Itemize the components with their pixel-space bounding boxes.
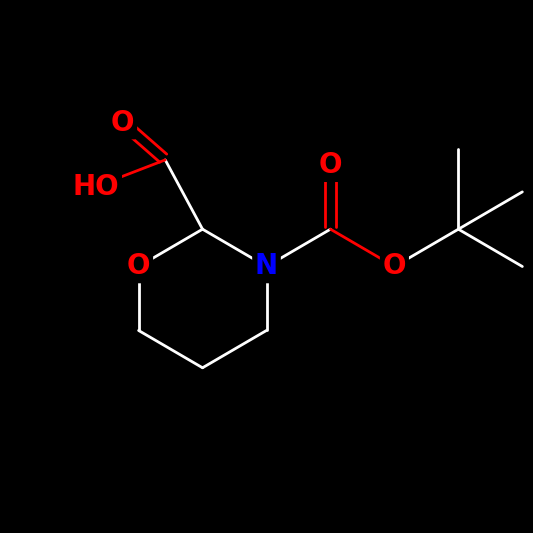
Text: HO: HO <box>72 173 119 200</box>
Text: O: O <box>383 253 406 280</box>
Text: N: N <box>255 253 278 280</box>
Text: O: O <box>127 253 150 280</box>
Text: O: O <box>111 109 134 136</box>
Text: O: O <box>319 151 342 179</box>
